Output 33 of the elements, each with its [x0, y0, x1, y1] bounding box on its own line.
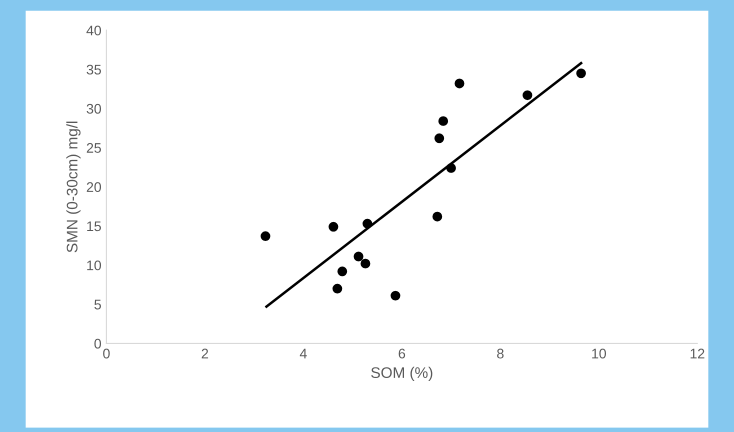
point: [362, 218, 372, 229]
point: [434, 133, 444, 144]
point: [454, 78, 464, 88]
y-tick-label: 30: [86, 104, 102, 114]
point: [332, 284, 342, 294]
x-axis-title: SOM (%): [371, 366, 432, 382]
point: [354, 252, 364, 262]
y-axis-title: SMN (0-30cm) mg/l: [66, 122, 81, 252]
x-tick-label: 6: [398, 348, 406, 359]
y-tick-label: 25: [86, 143, 101, 153]
point: [522, 90, 532, 100]
x-tick-label: 8: [497, 348, 504, 359]
point: [576, 68, 586, 78]
point: [438, 116, 448, 126]
y-tick-label: 5: [94, 300, 101, 310]
y-tick-label: 10: [87, 260, 102, 270]
point: [432, 212, 442, 222]
x-tick-label: 10: [592, 348, 606, 359]
x-tick-label: 2: [202, 348, 208, 358]
point: [390, 290, 400, 301]
point: [446, 163, 456, 173]
y-tick-label: 15: [87, 221, 101, 232]
y-tick-label: 40: [86, 26, 102, 36]
point: [360, 258, 370, 268]
y-tick-label: 20: [86, 182, 102, 192]
y-tick-label: 0: [94, 338, 102, 349]
x-tick-label: 12: [690, 348, 704, 358]
point: [337, 266, 348, 276]
point: [328, 222, 338, 232]
point: [260, 231, 270, 242]
x-tick-label: 0: [103, 348, 110, 359]
x-tick-label: 4: [300, 348, 307, 358]
y-tick-label: 35: [86, 64, 101, 75]
